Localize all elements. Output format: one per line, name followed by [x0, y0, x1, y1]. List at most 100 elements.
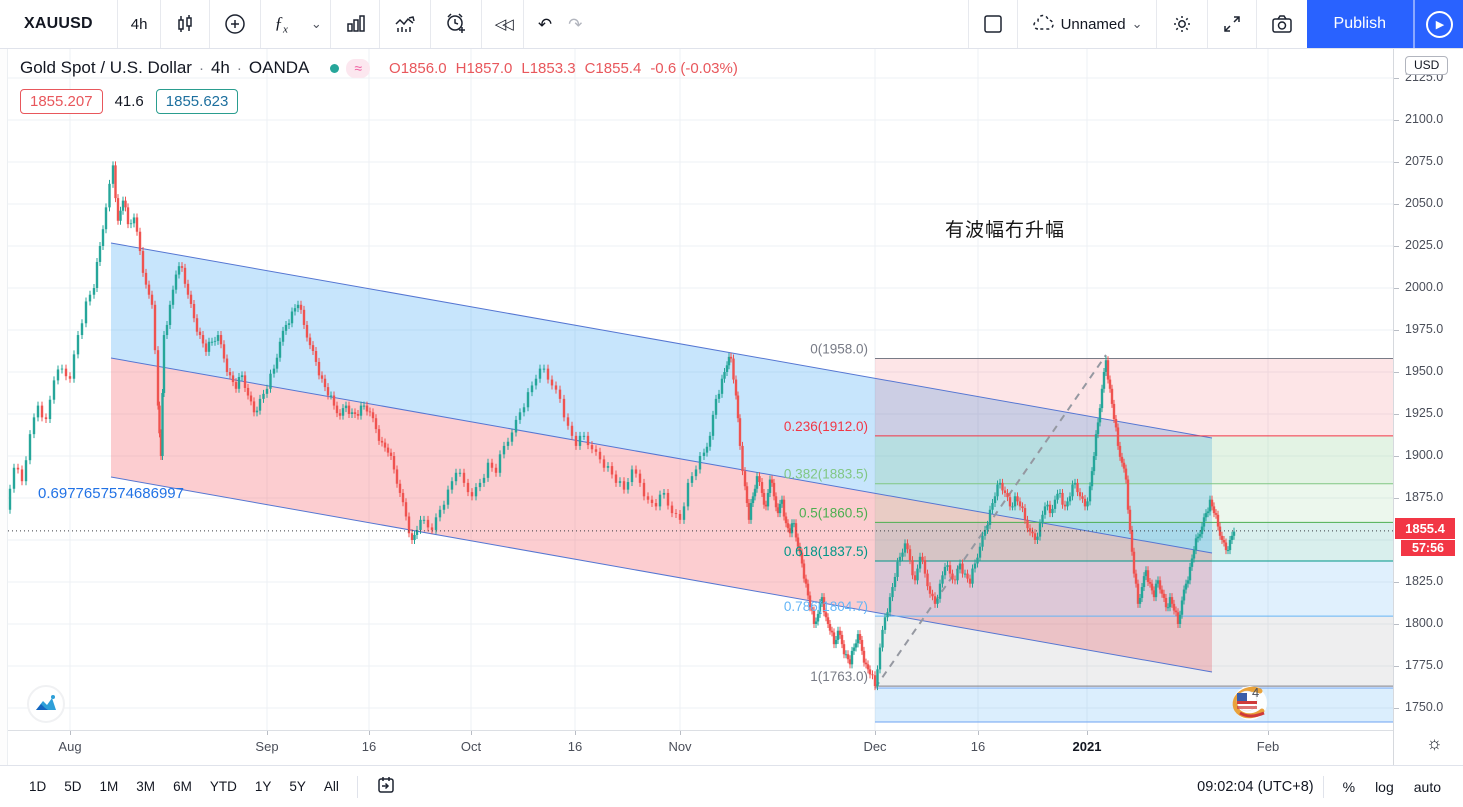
support-band[interactable]: [875, 688, 1393, 722]
range-1m-button[interactable]: 1M: [91, 779, 128, 794]
fib-zone[interactable]: [875, 616, 1393, 687]
divider: [1155, 0, 1157, 48]
redo-icon: ↷: [568, 14, 583, 34]
range-1d-button[interactable]: 1D: [20, 779, 55, 794]
chart-pane[interactable]: 0(1958.0) 0.236(1912.0) 0.382(1883.5) 0.5(1…: [8, 49, 1393, 730]
high-label: H: [455, 59, 467, 77]
fib-label-0.618[interactable]: 0.618(1837.5): [784, 544, 868, 559]
approx-badge[interactable]: ≈: [346, 58, 371, 78]
time-tick-mark: [1087, 731, 1088, 735]
fib-label-0.786[interactable]: 0.786(1804.7): [784, 599, 868, 614]
fib-label-0.382[interactable]: 0.382(1883.5): [784, 467, 868, 482]
channel-ratio-label[interactable]: 0.6977657574686997: [38, 485, 184, 502]
symbol-button[interactable]: XAUUSD: [0, 0, 117, 48]
chart-title[interactable]: Gold Spot / U.S. Dollar: [20, 58, 192, 77]
range-ytd-button[interactable]: YTD: [201, 779, 246, 794]
redo-button[interactable]: ↷: [560, 0, 596, 48]
log-scale-button[interactable]: log: [1365, 779, 1404, 795]
sticker-label: 4: [1252, 685, 1260, 700]
cloud-icon: [1032, 14, 1054, 30]
wave-bars-icon: [395, 16, 415, 32]
range-all-button[interactable]: All: [315, 779, 348, 794]
snapshot-button[interactable]: [1257, 0, 1307, 48]
session-clock[interactable]: 09:02:04 (UTC+8): [1197, 778, 1314, 795]
channel-line-bot[interactable]: [110, 476, 1213, 673]
range-5d-button[interactable]: 5D: [55, 779, 90, 794]
legend-exchange[interactable]: OANDA: [248, 58, 310, 77]
indicator-value-red[interactable]: 1855.207: [20, 89, 103, 114]
time-tick-mark: [575, 731, 576, 735]
last-price-badge: 1855.4: [1395, 518, 1455, 539]
channel-lower-band[interactable]: [111, 358, 1212, 672]
layout-button[interactable]: [969, 0, 1017, 48]
open-value: 1856.0: [400, 59, 447, 77]
currency-badge[interactable]: USD: [1405, 56, 1449, 75]
time-tick-label: Sep: [255, 739, 279, 754]
fib-zone[interactable]: [875, 358, 1393, 436]
range-1y-button[interactable]: 1Y: [246, 779, 281, 794]
dashed-trendline[interactable]: [874, 354, 1107, 689]
compare-add-button[interactable]: [210, 0, 260, 48]
rewind-icon: ◁◁: [494, 15, 514, 33]
price-tick-label: 1900.0: [1394, 448, 1463, 462]
interval-button[interactable]: 4h: [118, 0, 161, 48]
market-status-dot-icon[interactable]: [330, 63, 340, 73]
chart-logo-button[interactable]: [26, 684, 66, 724]
indicators-chevron[interactable]: ⌄: [301, 0, 330, 48]
text-annotation[interactable]: 有波幅冇升幅: [945, 220, 1066, 241]
time-tick-label: Oct: [460, 739, 482, 754]
fib-label-0[interactable]: 0(1958.0): [810, 342, 868, 357]
indicators-button[interactable]: ƒx: [261, 0, 300, 48]
price-tick-label: 1825.0: [1394, 574, 1463, 588]
alert-button[interactable]: [431, 0, 481, 48]
legend-separator: ·: [198, 59, 204, 77]
chart-style-button[interactable]: [161, 0, 209, 48]
divider: [1016, 0, 1018, 48]
divider: [967, 0, 969, 48]
price-tick-label: 2000.0: [1394, 280, 1463, 294]
price-axis[interactable]: USD 1855.4 57:56 ☼ 2125.0 2100.0 2075.0 205…: [1393, 49, 1463, 765]
undo-button[interactable]: ↶: [524, 0, 560, 48]
time-tick-mark: [978, 731, 979, 735]
fib-label-1[interactable]: 1(1763.0): [810, 669, 868, 684]
candles-icon: [178, 15, 193, 32]
auto-scale-button[interactable]: auto: [1404, 779, 1451, 795]
channel-line-top[interactable]: [110, 242, 1213, 439]
flag-sticker[interactable]: 4: [1220, 683, 1296, 727]
fib-zone[interactable]: [875, 435, 1393, 484]
fib-label-0.5[interactable]: 0.5(1860.5): [799, 505, 868, 520]
range-5y-button[interactable]: 5Y: [280, 779, 315, 794]
fullscreen-button[interactable]: [1208, 0, 1256, 48]
play-icon: ▶: [1425, 10, 1453, 38]
channel-upper-band[interactable]: [111, 243, 1212, 553]
legend-interval[interactable]: 4h: [210, 58, 230, 77]
divider: [480, 0, 482, 48]
fib-zone[interactable]: [875, 483, 1393, 523]
time-axis[interactable]: Aug Sep 16 Oct 16 Nov Dec 16 2021 Feb: [8, 730, 1393, 765]
time-tick-label: Aug: [58, 739, 82, 754]
top-toolbar: XAUUSD 4h ƒx ⌄: [0, 0, 1463, 49]
forecast-button[interactable]: [380, 0, 430, 48]
templates-button[interactable]: [331, 0, 379, 48]
price-tick-label: 1750.0: [1394, 700, 1463, 714]
time-tick-mark: [70, 731, 71, 735]
go-to-date-button[interactable]: [367, 775, 405, 798]
range-3m-button[interactable]: 3M: [127, 779, 164, 794]
replay-button[interactable]: ◁◁: [482, 0, 523, 48]
chart-settings-button[interactable]: [1157, 0, 1207, 48]
cloud-layout-name-button[interactable]: Unnamed ⌄: [1018, 0, 1156, 48]
price-tick-label: 1975.0: [1394, 322, 1463, 336]
fib-label-0.236[interactable]: 0.236(1912.0): [784, 419, 868, 434]
publish-play-button[interactable]: ▶: [1413, 0, 1463, 48]
publish-button[interactable]: Publish: [1306, 0, 1413, 48]
theme-sun-icon[interactable]: ☼: [1420, 732, 1449, 755]
collapsed-drawing-panel[interactable]: [0, 49, 8, 765]
time-tick-mark: [1268, 731, 1269, 735]
undo-icon: ↶: [537, 14, 553, 34]
percent-scale-button[interactable]: %: [1333, 779, 1365, 795]
range-6m-button[interactable]: 6M: [164, 779, 201, 794]
price-tick-label: 1775.0: [1394, 658, 1463, 672]
camera-icon: [1271, 15, 1292, 33]
price-chart-canvas[interactable]: 0(1958.0) 0.236(1912.0) 0.382(1883.5) 0.5(1…: [8, 49, 1393, 730]
indicator-value-teal[interactable]: 1855.623: [155, 89, 239, 114]
